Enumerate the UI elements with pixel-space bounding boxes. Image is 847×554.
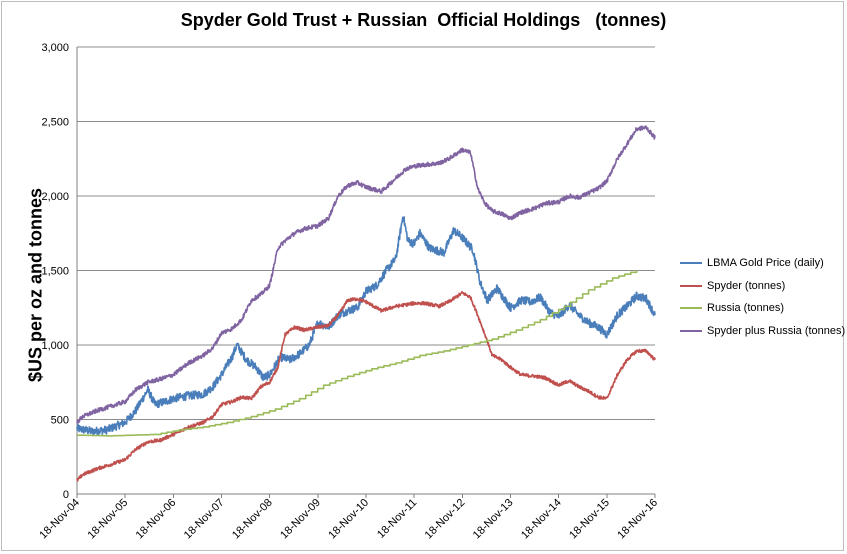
x-tick-label: 18-Nov-13: [471, 497, 516, 542]
series-line-lbma-gold-price-daily: [76, 216, 656, 436]
legend-label: Spyder (tonnes): [707, 279, 786, 292]
legend-swatch: [680, 307, 702, 309]
y-tick-label: 2,000: [41, 191, 69, 203]
y-tick-label: 1,000: [41, 340, 69, 352]
legend-item: LBMA Gold Price (daily): [680, 256, 845, 279]
series-line-spyder-plus-russia-tonnes: [76, 125, 656, 424]
legend-item: Spyder plus Russia (tonnes): [680, 324, 845, 347]
legend-item: Spyder (tonnes): [680, 279, 845, 302]
legend-label: Spyder plus Russia (tonnes): [707, 324, 846, 337]
x-tick-label: 18-Nov-15: [567, 497, 612, 542]
x-tick-label: 18-Nov-14: [519, 497, 564, 542]
x-tick-label: 18-Nov-10: [326, 497, 371, 542]
x-tick-label: 18-Nov-06: [134, 497, 179, 542]
chart-title: Spyder Gold Trust + Russian Official Hol…: [180, 10, 667, 30]
y-tick-label: 0: [63, 489, 69, 501]
y-tick-label: 1,500: [41, 266, 69, 278]
legend-label: Russia (tonnes): [707, 302, 785, 314]
x-tick-label: 18-Nov-07: [182, 497, 227, 542]
x-tick-label: 18-Nov-05: [85, 497, 130, 542]
y-tick-label: 2,500: [41, 117, 69, 129]
legend-swatch: [680, 329, 702, 332]
series-line-spyder-tonnes: [76, 290, 656, 482]
legend-item: Russia (tonnes): [680, 301, 845, 324]
x-tick-label: 18-Nov-04: [37, 497, 82, 542]
x-tick-label: 18-Nov-12: [423, 497, 468, 542]
x-tick-label: 18-Nov-09: [278, 497, 323, 542]
chart-legend: LBMA Gold Price (daily) Spyder (tonnes) Ru…: [680, 256, 845, 346]
y-tick-label: 500: [51, 415, 69, 427]
legend-swatch: [680, 262, 702, 264]
x-tick-label: 18-Nov-11: [375, 497, 419, 541]
legend-swatch: [680, 284, 702, 287]
legend-label: LBMA Gold Price (daily): [707, 257, 824, 269]
series-line-russia-tonnes: [76, 270, 638, 437]
y-tick-label: 3,000: [41, 42, 69, 54]
x-tick-label: 18-Nov-08: [230, 497, 275, 542]
x-tick-label: 18-Nov-16: [615, 497, 660, 542]
